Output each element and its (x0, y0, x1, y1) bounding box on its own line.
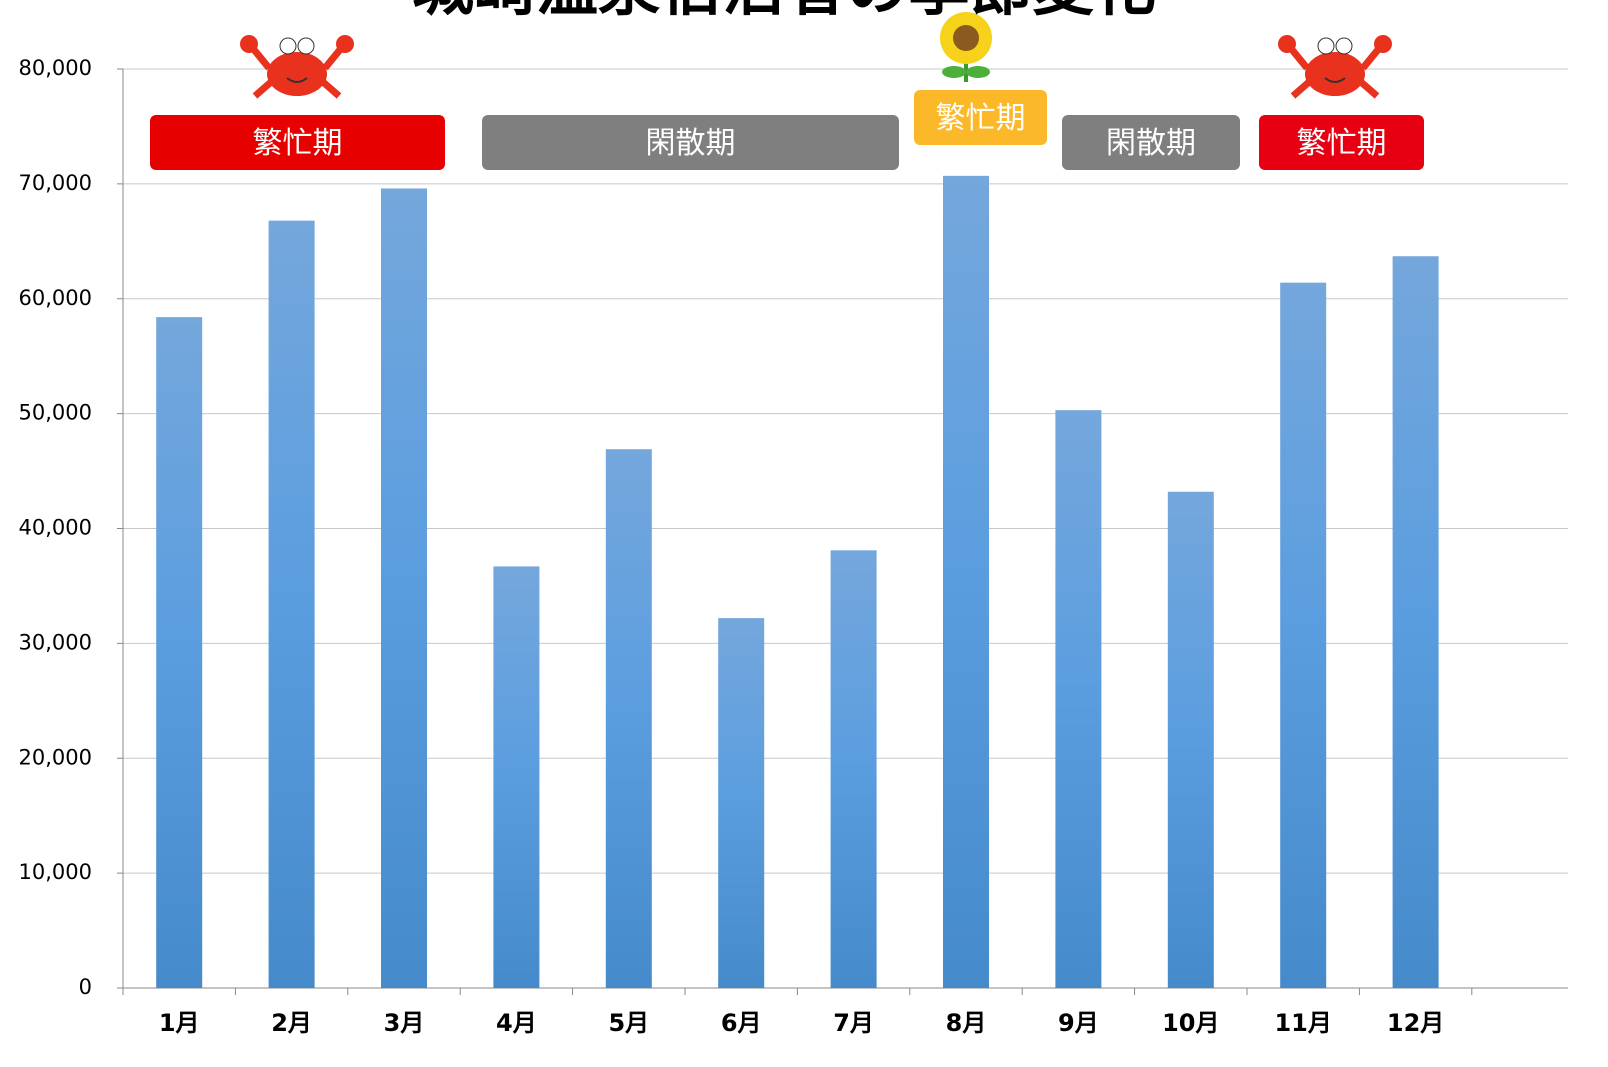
x-tick-label: 1月 (159, 1009, 200, 1037)
icons (240, 12, 1392, 96)
bar (1280, 283, 1326, 988)
y-tick-label: 10,000 (19, 860, 92, 884)
x-tick-label: 11月 (1274, 1009, 1331, 1037)
season-label: 繁忙期 (1297, 126, 1387, 161)
y-tick-label: 50,000 (19, 401, 92, 425)
y-tick-label: 60,000 (19, 286, 92, 310)
x-tick-label: 10月 (1162, 1009, 1219, 1037)
y-tick-label: 70,000 (19, 171, 92, 195)
y-tick-label: 40,000 (19, 516, 92, 540)
x-tick-label: 8月 (946, 1009, 987, 1037)
season-label: 繁忙期 (936, 101, 1026, 136)
bar (156, 317, 202, 988)
y-tick-label: 30,000 (19, 630, 92, 654)
x-tick-label: 7月 (833, 1009, 874, 1037)
sunflower-icon (940, 12, 992, 82)
bar (831, 550, 877, 988)
x-tick-label: 5月 (608, 1009, 649, 1037)
bar (1168, 492, 1214, 988)
bar (1393, 256, 1439, 988)
season-label: 閑散期 (1106, 126, 1196, 161)
bar (493, 566, 539, 988)
bar (1055, 410, 1101, 988)
page: {"chart_data": {"type": "bar", "title": … (0, 0, 1608, 1067)
crab-icon (240, 35, 354, 96)
chart-title: 城崎温泉宿泊者の季節変化 (412, 0, 1156, 24)
chart: 城崎温泉宿泊者の季節変化 0 10,000 20,000 30,000 40,000 50… (0, 0, 1608, 1067)
y-tick-label: 20,000 (19, 745, 92, 769)
bar (718, 618, 764, 988)
bar (381, 188, 427, 988)
bar (606, 449, 652, 988)
season-label: 閑散期 (646, 126, 736, 161)
y-tick-label: 80,000 (19, 56, 92, 80)
crab-icon (1278, 35, 1392, 96)
x-tick-label: 4月 (496, 1009, 537, 1037)
x-tick-label: 3月 (384, 1009, 425, 1037)
y-tick-label: 0 (79, 975, 92, 999)
bar (943, 176, 989, 988)
x-tick-label: 12月 (1387, 1009, 1444, 1037)
x-tick-label: 6月 (721, 1009, 762, 1037)
x-tick-label: 9月 (1058, 1009, 1099, 1037)
bar (269, 221, 315, 988)
x-tick-label: 2月 (271, 1009, 312, 1037)
season-label: 繁忙期 (253, 126, 343, 161)
